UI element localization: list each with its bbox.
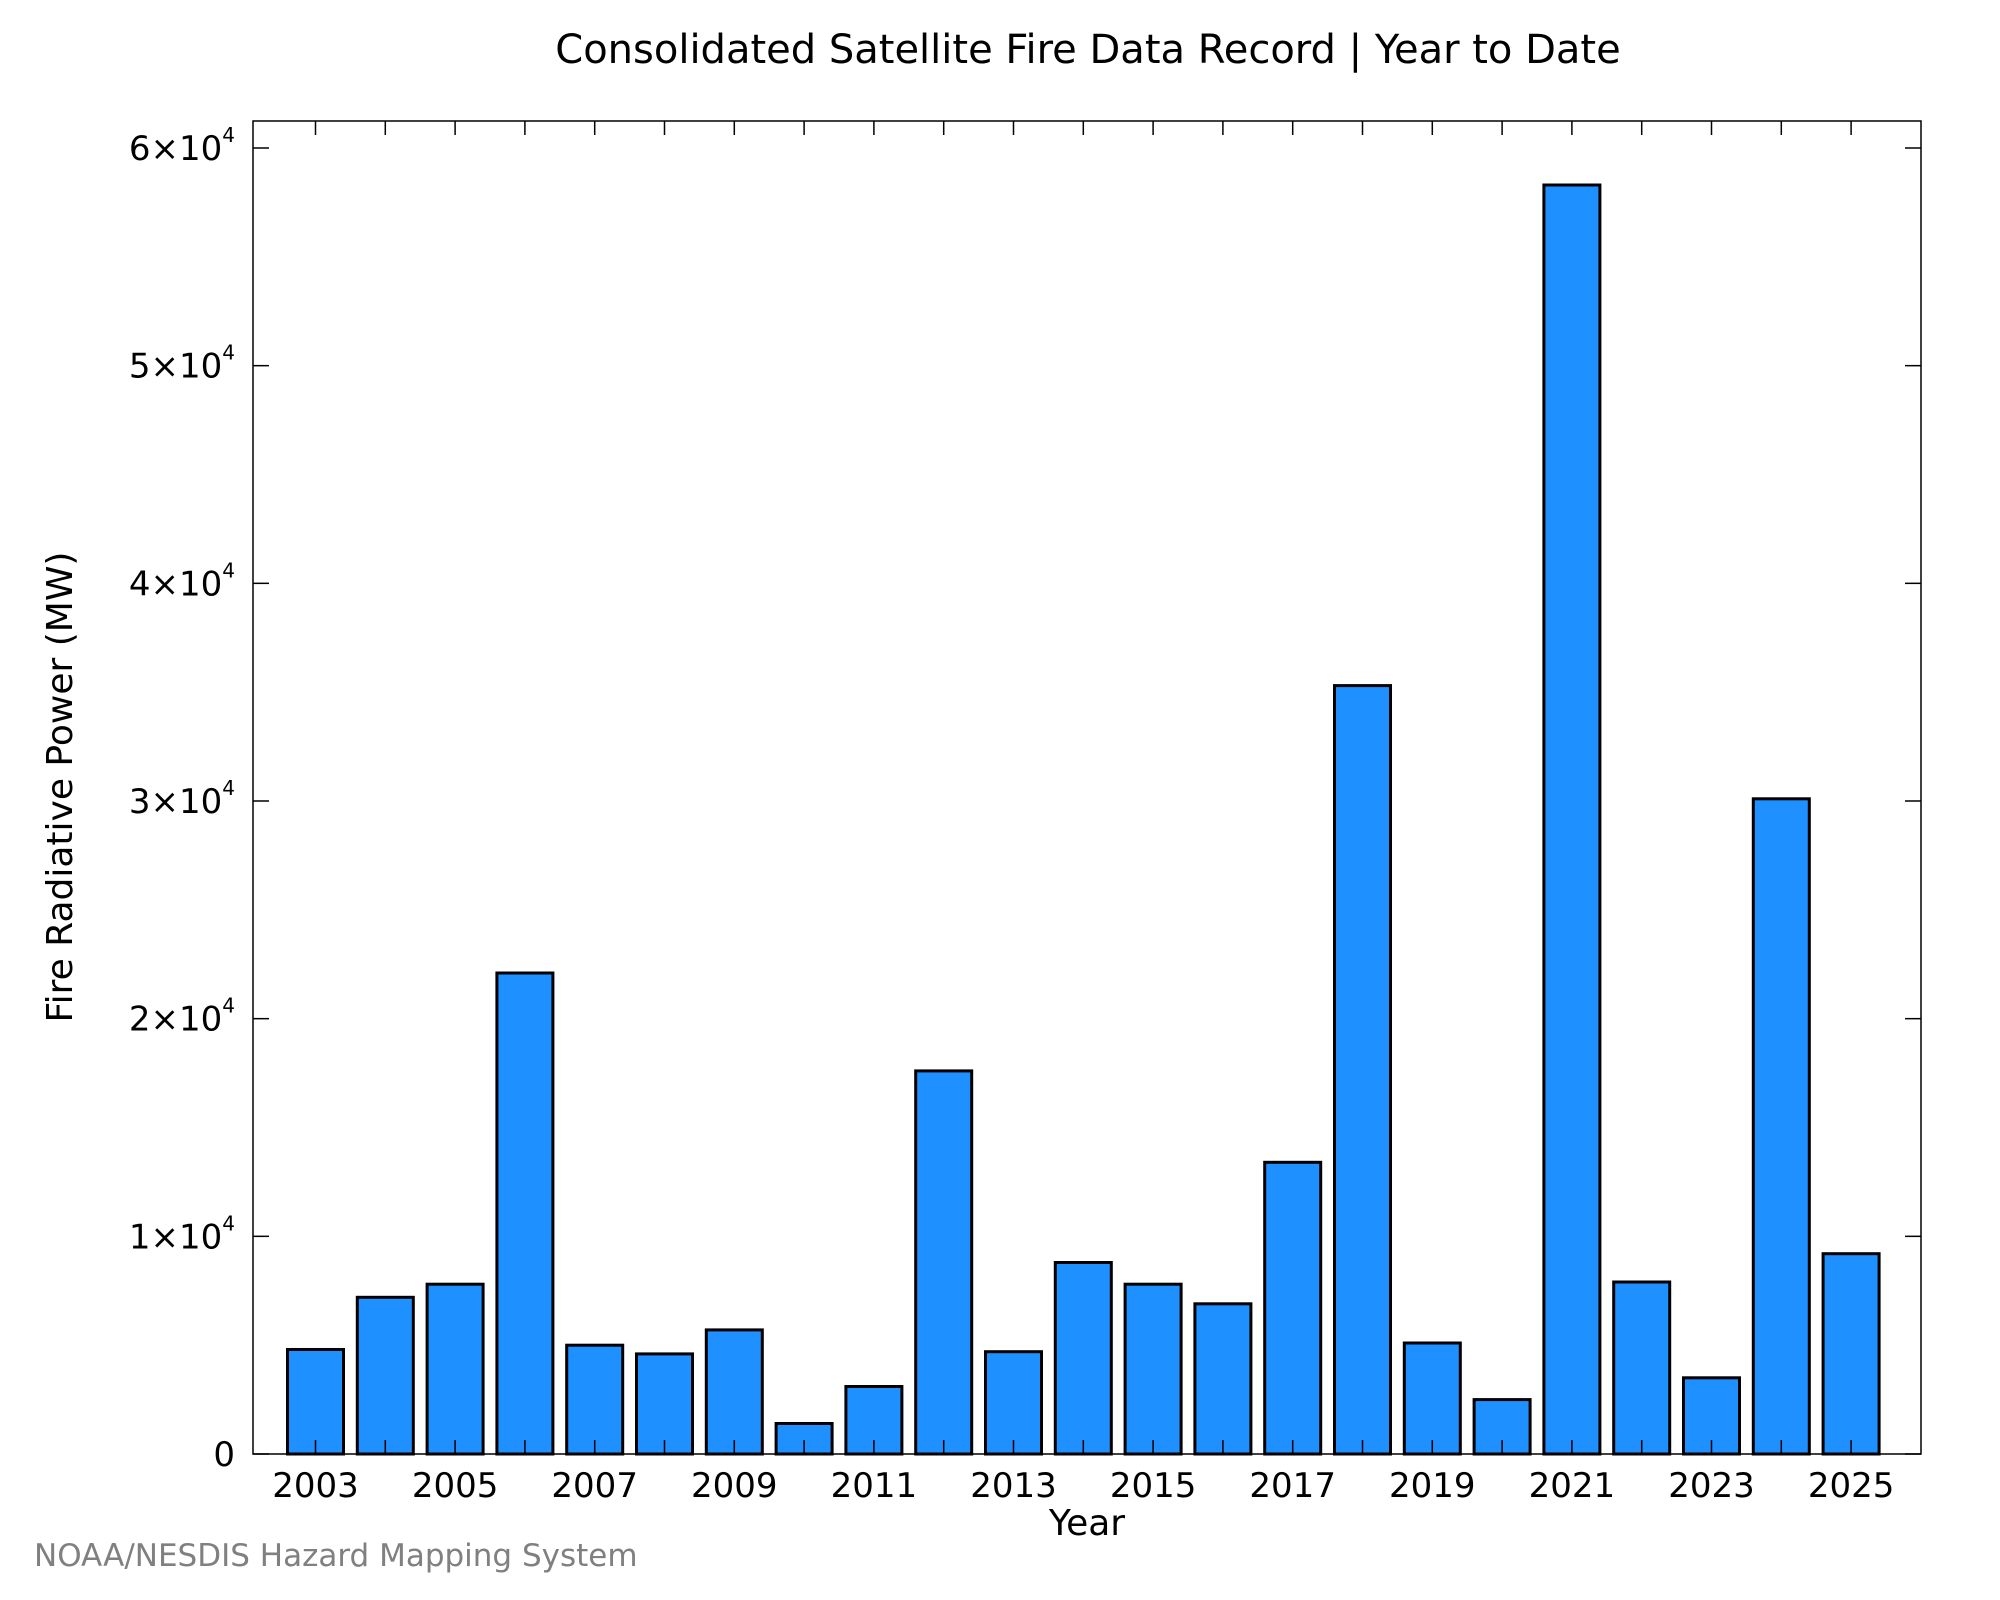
x-tick-label: 2003 <box>272 1466 359 1506</box>
source-credit: NOAA/NESDIS Hazard Mapping System <box>34 1538 638 1574</box>
bar-2009 <box>704 1328 764 1456</box>
bar-2008 <box>635 1352 694 1456</box>
x-axis-ticks: 2003 2005 2007 2009 2011 2013 2015 2017 2019 2021… <box>272 121 1894 1506</box>
bar-2013 <box>984 1350 1043 1456</box>
bar-2003 <box>286 1348 345 1456</box>
bar-2017 <box>1263 1160 1323 1456</box>
bar-2019 <box>1402 1341 1462 1456</box>
bar-2004 <box>355 1295 415 1456</box>
bars-group <box>286 183 1881 1456</box>
bar-2015 <box>1123 1282 1183 1456</box>
bar-2025 <box>1821 1252 1881 1456</box>
x-tick-label: 2025 <box>1808 1466 1895 1506</box>
y-tick-label: 5×104 <box>129 341 235 387</box>
y-tick-label: 6×104 <box>129 123 235 169</box>
chart-title: Consolidated Satellite Fire Data Record … <box>555 27 1620 73</box>
bar-2012 <box>914 1069 974 1456</box>
x-tick-label: 2015 <box>1110 1466 1197 1506</box>
y-axis-ticks: 0 1×104 2×104 3×104 4×104 5×104 6×104 <box>129 123 1921 1475</box>
y-tick-label: 4×104 <box>129 558 235 604</box>
bar-2007 <box>565 1343 625 1456</box>
x-tick-label: 2021 <box>1529 1466 1616 1506</box>
x-tick-label: 2017 <box>1249 1466 1336 1506</box>
bar-2024 <box>1751 797 1811 1456</box>
bar-2005 <box>425 1282 485 1456</box>
x-tick-label: 2009 <box>691 1466 778 1506</box>
bar-2021 <box>1542 183 1602 1456</box>
x-axis-label: Year <box>1048 1503 1125 1544</box>
x-tick-label: 2023 <box>1668 1466 1755 1506</box>
y-tick-label: 3×104 <box>129 776 235 822</box>
x-tick-label: 2005 <box>412 1466 499 1506</box>
bar-2014 <box>1053 1261 1113 1456</box>
x-tick-label: 2013 <box>970 1466 1057 1506</box>
x-tick-label: 2007 <box>551 1466 638 1506</box>
bar-2016 <box>1193 1302 1253 1456</box>
y-tick-label: 1×104 <box>129 1211 235 1257</box>
bar-2022 <box>1612 1280 1672 1456</box>
x-tick-label: 2019 <box>1389 1466 1476 1506</box>
bar-2018 <box>1333 684 1392 1456</box>
y-tick-label: 0 <box>213 1435 235 1475</box>
y-axis-label: Fire Radiative Power (MW) <box>40 552 81 1023</box>
y-tick-label: 2×104 <box>129 994 235 1040</box>
x-tick-label: 2011 <box>831 1466 918 1506</box>
bar-2006 <box>495 971 555 1456</box>
